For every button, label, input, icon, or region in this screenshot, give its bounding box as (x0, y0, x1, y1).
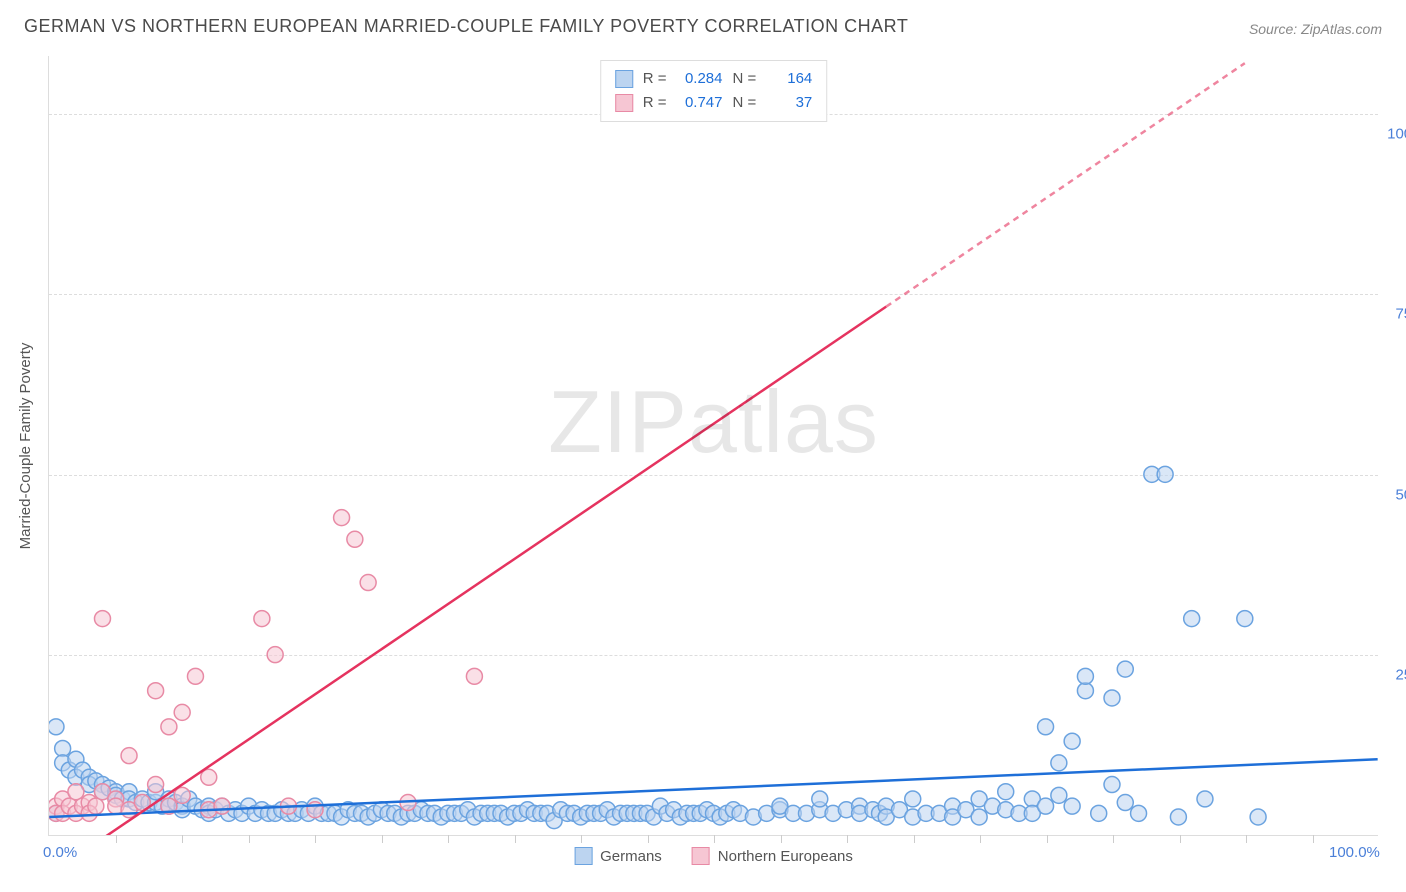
data-point (1104, 690, 1120, 706)
data-point (334, 510, 350, 526)
data-point (1064, 733, 1080, 749)
series-legend: Germans Northern Europeans (574, 847, 853, 865)
legend-series-item: Germans (574, 847, 662, 865)
data-point (214, 798, 230, 814)
y-tick-label: 100.0% (1387, 125, 1406, 142)
n-label: N = (733, 91, 757, 115)
data-point (161, 719, 177, 735)
y-tick-label: 75.0% (1395, 306, 1406, 323)
data-point (1184, 611, 1200, 627)
data-point (1170, 809, 1186, 825)
x-minor-tick (581, 835, 582, 843)
legend-stats-row: R = 0.747 N = 37 (615, 91, 813, 115)
n-value: 37 (766, 91, 812, 115)
data-point (1051, 755, 1067, 771)
x-minor-tick (315, 835, 316, 843)
trend-line-dashed (886, 63, 1245, 306)
x-minor-tick (182, 835, 183, 843)
x-minor-tick (648, 835, 649, 843)
scatter-plot-svg (49, 56, 1378, 835)
y-tick-label: 50.0% (1395, 486, 1406, 503)
data-point (148, 777, 164, 793)
n-value: 164 (766, 67, 812, 91)
data-point (1250, 809, 1266, 825)
data-point (1077, 668, 1093, 684)
x-minor-tick (980, 835, 981, 843)
x-minor-tick (515, 835, 516, 843)
x-minor-tick (1246, 835, 1247, 843)
data-point (88, 798, 104, 814)
chart-plot-area: Married-Couple Family Poverty R = 0.284 … (48, 56, 1378, 836)
legend-swatch (574, 847, 592, 865)
legend-swatch (692, 847, 710, 865)
data-point (1197, 791, 1213, 807)
x-tick-label: 0.0% (43, 844, 77, 861)
data-point (49, 719, 64, 735)
data-point (148, 683, 164, 699)
data-point (1038, 719, 1054, 735)
data-point (812, 791, 828, 807)
data-point (1131, 805, 1147, 821)
data-point (1077, 683, 1093, 699)
data-point (267, 647, 283, 663)
data-point (1051, 787, 1067, 803)
x-minor-tick (847, 835, 848, 843)
r-label: R = (643, 67, 667, 91)
n-label: N = (733, 67, 757, 91)
correlation-legend: R = 0.284 N = 164 R = 0.747 N = 37 (600, 60, 828, 122)
legend-series-item: Northern Europeans (692, 847, 853, 865)
x-minor-tick (448, 835, 449, 843)
data-point (1117, 661, 1133, 677)
x-minor-tick (382, 835, 383, 843)
data-point (1237, 611, 1253, 627)
trend-line (76, 307, 886, 835)
x-minor-tick (714, 835, 715, 843)
data-point (1091, 805, 1107, 821)
data-point (905, 791, 921, 807)
x-minor-tick (1047, 835, 1048, 843)
legend-series-label: Northern Europeans (718, 848, 853, 865)
data-point (174, 704, 190, 720)
x-minor-tick (1180, 835, 1181, 843)
data-point (1064, 798, 1080, 814)
legend-swatch (615, 94, 633, 112)
r-label: R = (643, 91, 667, 115)
x-minor-tick (1113, 835, 1114, 843)
data-point (998, 784, 1014, 800)
x-minor-tick (249, 835, 250, 843)
x-minor-tick (1313, 835, 1314, 843)
data-point (94, 611, 110, 627)
data-point (1038, 798, 1054, 814)
x-minor-tick (781, 835, 782, 843)
x-minor-tick (914, 835, 915, 843)
legend-series-label: Germans (600, 848, 662, 865)
x-minor-tick (116, 835, 117, 843)
data-point (187, 668, 203, 684)
x-tick-label: 100.0% (1329, 844, 1380, 861)
data-point (360, 575, 376, 591)
data-point (254, 611, 270, 627)
data-point (1117, 795, 1133, 811)
r-value: 0.284 (677, 67, 723, 91)
legend-stats-row: R = 0.284 N = 164 (615, 67, 813, 91)
y-axis-title: Married-Couple Family Poverty (17, 342, 34, 549)
data-point (68, 784, 84, 800)
data-point (121, 748, 137, 764)
data-point (1157, 466, 1173, 482)
r-value: 0.747 (677, 91, 723, 115)
chart-title: GERMAN VS NORTHERN EUROPEAN MARRIED-COUP… (24, 16, 908, 37)
data-point (466, 668, 482, 684)
source-attribution: Source: ZipAtlas.com (1249, 21, 1382, 37)
y-tick-label: 25.0% (1395, 667, 1406, 684)
data-point (347, 531, 363, 547)
data-point (1104, 777, 1120, 793)
data-point (971, 809, 987, 825)
legend-swatch (615, 70, 633, 88)
data-point (55, 740, 71, 756)
